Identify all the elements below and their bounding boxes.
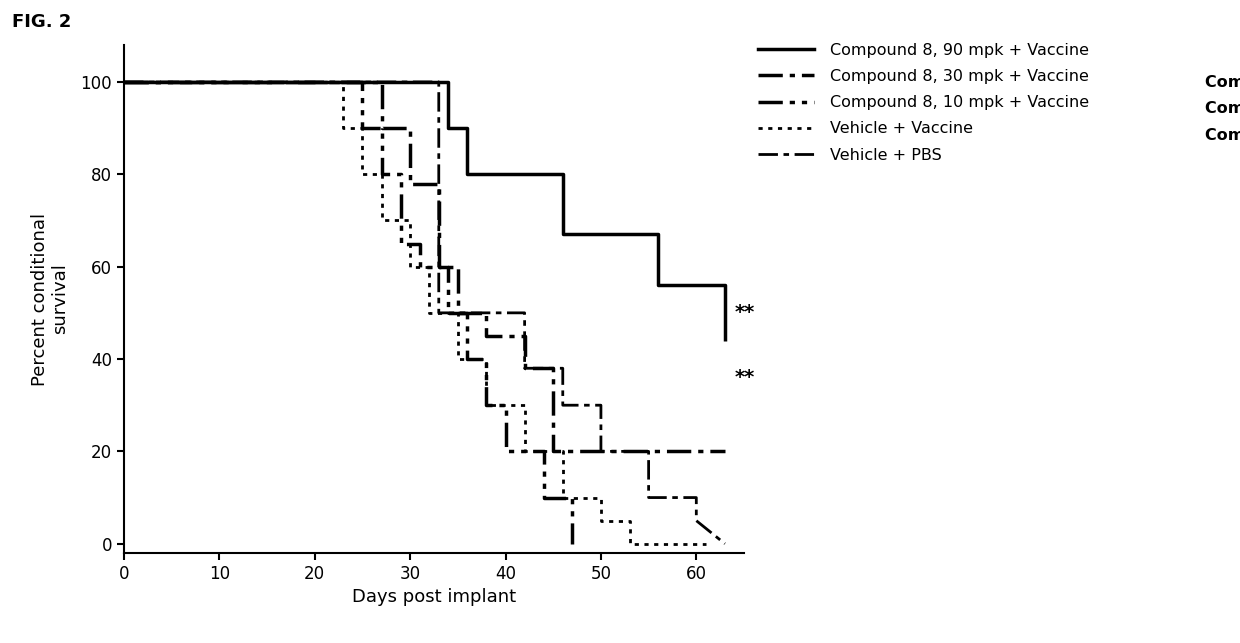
Legend: Compound 8, 90 mpk + Vaccine, Compound 8, 30 mpk + Vaccine, Compound 8, 10 mpk +: Compound 8, 90 mpk + Vaccine, Compound 8… xyxy=(758,43,1089,163)
Text: Compound 8: Compound 8 xyxy=(1205,102,1240,116)
Text: Compound 8: Compound 8 xyxy=(1205,127,1240,143)
Text: FIG. 2: FIG. 2 xyxy=(12,13,72,31)
Text: Compound 8: Compound 8 xyxy=(1205,75,1240,90)
Text: **: ** xyxy=(734,303,755,322)
Text: **: ** xyxy=(734,368,755,387)
X-axis label: Days post implant: Days post implant xyxy=(352,588,516,606)
Y-axis label: Percent conditional
survival: Percent conditional survival xyxy=(31,212,69,386)
